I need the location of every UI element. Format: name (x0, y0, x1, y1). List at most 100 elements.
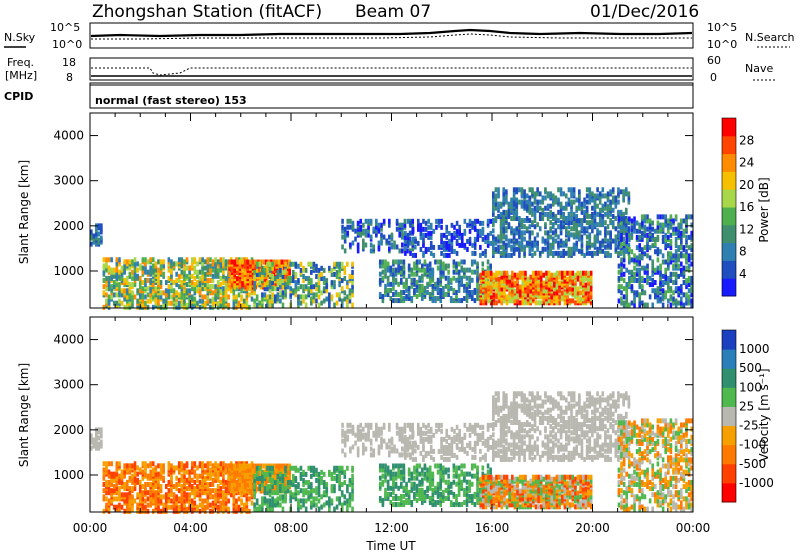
power-echo-cell (492, 228, 495, 234)
velocity-echo-cell (214, 492, 217, 498)
power-echo-cell (638, 247, 642, 253)
power-echo-cell (450, 236, 454, 242)
velocity-echo-cell (115, 486, 119, 492)
power-echo-cell (489, 284, 493, 290)
power-echo-cell (609, 244, 612, 250)
power-echo-cell (580, 224, 584, 230)
power-echo-cell (557, 240, 560, 246)
power-echo-cell (253, 302, 256, 308)
power-echo-cell (669, 232, 673, 238)
power-echo-cell (528, 205, 532, 211)
power-echo-cell (307, 290, 311, 296)
power-echo-cell (201, 294, 204, 300)
power-echo-cell (164, 280, 168, 286)
power-echo-cell (651, 277, 655, 283)
power-echo-cell (449, 296, 453, 302)
velocity-echo-cell (276, 500, 280, 506)
power-echo-cell (495, 270, 498, 276)
power-echo-cell (253, 286, 256, 292)
velocity-echo-cell (209, 471, 212, 477)
velocity-echo-cell (201, 479, 204, 485)
power-echo-cell (196, 280, 199, 286)
power-echo-cell (534, 300, 538, 306)
power-echo-cell (593, 209, 597, 215)
power-echo-cell (294, 284, 298, 290)
power-echo-cell (294, 280, 298, 286)
power-echo-cell (369, 218, 373, 224)
power-echo-cell (424, 226, 428, 232)
velocity-echo-cell (224, 479, 228, 485)
power-echo-cell (307, 286, 311, 292)
power-echo-cell (611, 207, 615, 213)
power-echo-cell (638, 271, 642, 277)
power-echo-cell (255, 261, 259, 267)
power-echo-cell (667, 218, 670, 224)
velocity-echo-cell (242, 506, 246, 512)
power-echo-cell (232, 290, 236, 296)
power-echo-cell (416, 226, 420, 232)
power-echo-cell (529, 298, 532, 304)
power-echo-cell (118, 286, 121, 292)
nsky-trace (90, 28, 693, 38)
power-echo-cell (638, 280, 642, 286)
power-echo-cell (426, 267, 429, 273)
power-echo-cell (421, 296, 424, 302)
power-echo-cell (328, 302, 331, 308)
power-echo-cell (654, 288, 657, 294)
power-echo-cell (554, 232, 558, 238)
power-echo-cell (167, 288, 171, 294)
power-echo-cell (541, 207, 545, 213)
power-echo-cell (571, 298, 575, 304)
power-echo-cell (471, 224, 474, 230)
power-echo-cell (611, 187, 615, 193)
power-echo-cell (672, 296, 675, 302)
power-echo-cell (346, 230, 350, 236)
velocity-echo-cell (233, 463, 237, 469)
power-echo-cell (261, 292, 264, 298)
power-echo-cell (211, 284, 215, 290)
power-echo-cell (551, 211, 555, 217)
power-echo-cell (258, 261, 262, 267)
power-echo-cell (437, 244, 441, 250)
power-echo-cell (617, 241, 621, 247)
power-echo-cell (455, 238, 459, 244)
velocity-echo-cell (133, 475, 137, 481)
power-echo-cell (518, 187, 521, 193)
power-echo-cell (685, 249, 688, 255)
power-echo-cell (489, 280, 493, 286)
power-echo-cell (406, 218, 410, 224)
power-echo-cell (343, 276, 347, 282)
velocity-echo-cell (100, 439, 103, 445)
power-echo-cell (567, 187, 571, 193)
velocity-echo-cell (264, 463, 268, 469)
power-echo-cell (448, 238, 451, 244)
power-echo-cell (510, 292, 514, 298)
power-echo-cell (593, 234, 597, 240)
power-echo-cell (188, 288, 191, 294)
power-echo-cell (394, 259, 398, 265)
power-echo-cell (390, 232, 394, 238)
power-echo-cell (497, 244, 500, 250)
power-echo-cell (209, 263, 212, 269)
power-echo-cell (627, 191, 631, 197)
velocity-echo-cell (175, 486, 178, 492)
power-echo-cell (654, 228, 657, 234)
velocity-echo-cell (167, 488, 171, 494)
power-echo-cell (183, 269, 186, 275)
power-echo-cell (449, 277, 453, 283)
velocity-echo-cell (120, 492, 124, 498)
velocity-echo-cell (100, 427, 103, 433)
velocity-echo-cell (281, 488, 285, 494)
power-echo-cell (531, 220, 534, 226)
power-echo-cell (211, 267, 215, 273)
power-echo-cell (356, 248, 360, 254)
power-echo-cell (172, 280, 176, 286)
power-echo-cell (243, 269, 247, 275)
power-echo-cell (507, 207, 511, 213)
power-echo-cell (273, 286, 277, 292)
power-echo-cell (574, 300, 577, 306)
velocity-echo-cell (254, 463, 257, 469)
colorbar-frame (721, 117, 737, 297)
